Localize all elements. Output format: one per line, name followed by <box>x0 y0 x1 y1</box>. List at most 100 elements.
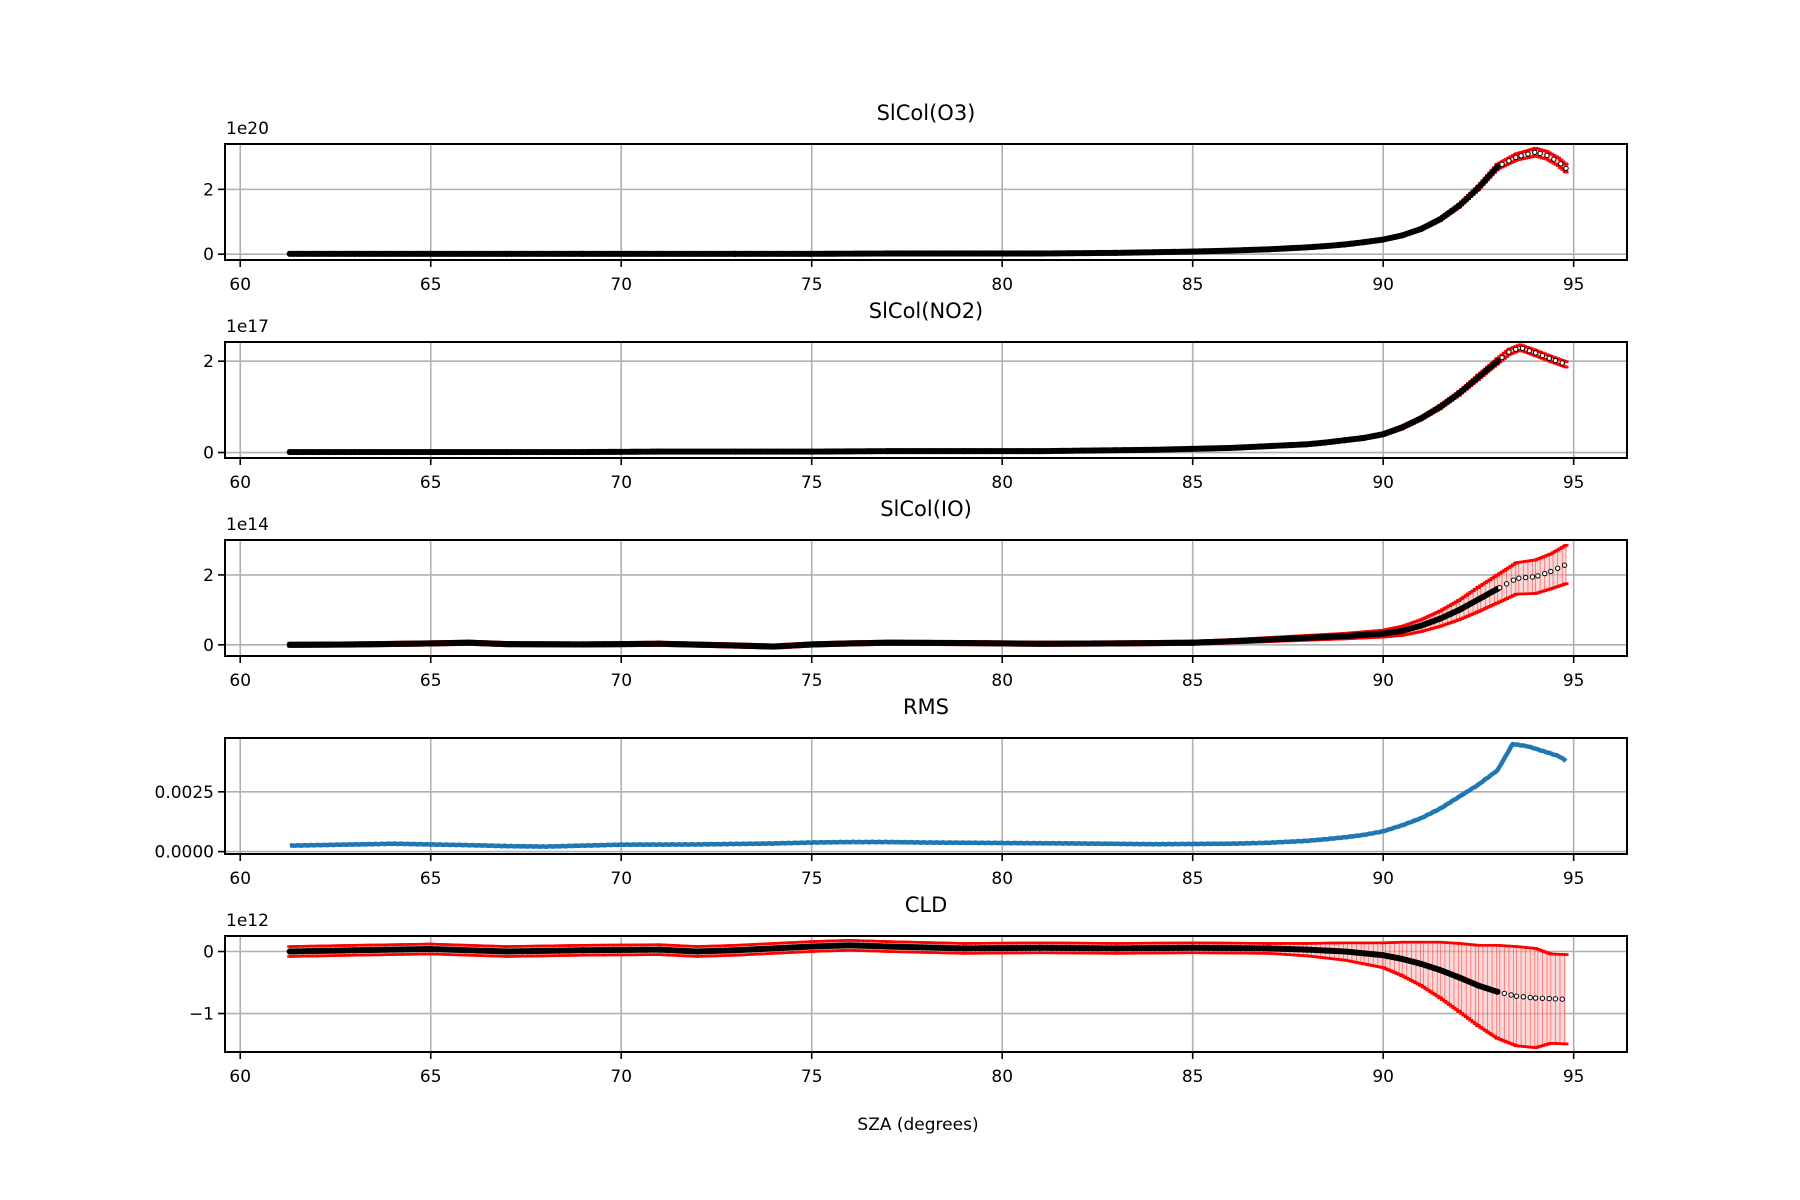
data-point <box>1563 165 1569 172</box>
subplot-2: SlCol(NO2) 1e17 60 65 70 75 80 85 90 95 0 2 <box>203 299 1628 493</box>
x-tick-label: 80 <box>991 1067 1013 1087</box>
data-point <box>1539 995 1546 1002</box>
x-tick-label: 60 <box>229 1067 251 1087</box>
axis-offset-label: 1e17 <box>226 317 269 337</box>
axis-offset-label: 1e12 <box>226 911 269 931</box>
data-point <box>1546 995 1552 1002</box>
data-points <box>286 345 1565 456</box>
data-point <box>1548 568 1554 575</box>
data-point <box>1506 349 1512 355</box>
x-tick-label: 60 <box>229 473 251 493</box>
x-tick-label: 90 <box>1372 869 1394 889</box>
x-tick-label: 95 <box>1563 869 1585 889</box>
y-tick-label: 2 <box>203 180 214 200</box>
data-point <box>1532 149 1538 155</box>
data-point <box>1508 992 1514 998</box>
x-tick-label: 60 <box>229 869 251 889</box>
data-point <box>1494 163 1501 170</box>
data-point <box>1552 357 1559 364</box>
subplot-title: RMS <box>903 695 949 719</box>
data-point <box>1519 345 1526 352</box>
data-point <box>1518 153 1524 159</box>
x-tick-label: 85 <box>1182 275 1204 295</box>
y-tick-label: 0 <box>203 245 214 265</box>
x-tick-label: 85 <box>1182 869 1204 889</box>
data-point <box>1559 996 1565 1002</box>
data-point <box>1506 158 1512 164</box>
subplot-3: SlCol(IO) 1e14 60 65 70 75 80 85 90 95 0 2 <box>203 497 1628 691</box>
data-point <box>1554 565 1561 572</box>
x-tick-label: 70 <box>610 275 632 295</box>
x-tick-label: 95 <box>1563 473 1585 493</box>
x-tick-label: 70 <box>610 1067 632 1087</box>
y-tick-label: 0 <box>203 943 214 963</box>
data-point <box>1494 988 1501 995</box>
x-axis-label: SZA (degrees) <box>857 1115 978 1135</box>
data-points <box>286 942 1565 1002</box>
subplot-1: SlCol(O3) 1e20 60 65 70 75 80 85 90 95 0 2 <box>203 101 1628 295</box>
x-tick-label: 95 <box>1563 1067 1585 1087</box>
x-tick-label: 90 <box>1372 1067 1394 1087</box>
x-tick-label: 65 <box>420 869 442 889</box>
data-point <box>1513 993 1520 999</box>
data-point <box>1499 161 1505 168</box>
x-tick-label: 70 <box>610 473 632 493</box>
data-point <box>1558 161 1564 167</box>
data-point <box>1542 570 1548 577</box>
axes-frame <box>224 539 1628 657</box>
x-tick-label: 85 <box>1182 1067 1204 1087</box>
x-tick-label: 95 <box>1563 275 1585 295</box>
data-points <box>286 562 1568 650</box>
data-point <box>1551 156 1557 162</box>
x-tick-label: 80 <box>991 869 1013 889</box>
data-point <box>1501 990 1508 997</box>
x-tick-label: 65 <box>420 1067 442 1087</box>
x-tick-label: 65 <box>420 473 442 493</box>
x-tick-label: 75 <box>801 275 823 295</box>
data-point <box>1559 360 1565 366</box>
data-point <box>1552 996 1559 1002</box>
axis-offset-label: 1e14 <box>226 515 269 535</box>
x-tick-label: 90 <box>1372 275 1394 295</box>
x-tick-label: 60 <box>229 671 251 691</box>
rms-line <box>289 741 1568 850</box>
y-tick-label: 0.0025 <box>155 783 214 803</box>
data-point <box>1516 575 1522 581</box>
subplot-title: SlCol(IO) <box>880 497 972 521</box>
axes-frame <box>224 935 1628 1053</box>
data-point <box>1537 150 1543 157</box>
y-tick-label: 2 <box>203 566 214 586</box>
axes-frame <box>224 341 1628 459</box>
x-tick-label: 75 <box>801 671 823 691</box>
y-tick-label: 0.0000 <box>155 843 214 863</box>
data-point <box>1527 994 1533 1001</box>
x-tick-label: 60 <box>229 275 251 295</box>
x-tick-label: 75 <box>801 869 823 889</box>
data-point <box>1535 573 1541 579</box>
x-tick-label: 80 <box>991 473 1013 493</box>
data-point <box>1544 152 1550 159</box>
y-tick-label: 2 <box>203 352 214 372</box>
axes-frame <box>224 737 1628 855</box>
data-point <box>1520 994 1527 1000</box>
subplot-4: RMS 60 65 70 75 80 85 90 95 0.0000 0.0025 <box>155 695 1628 889</box>
x-tick-label: 90 <box>1372 473 1394 493</box>
data-points <box>286 149 1569 257</box>
y-tick-label: −1 <box>189 1005 214 1025</box>
error-bars <box>287 939 1569 1049</box>
axes-frame <box>224 143 1628 261</box>
y-tick-label: 0 <box>203 444 214 464</box>
x-tick-label: 85 <box>1182 473 1204 493</box>
x-tick-label: 65 <box>420 275 442 295</box>
x-tick-label: 75 <box>801 473 823 493</box>
data-point <box>1539 352 1546 359</box>
x-tick-label: 85 <box>1182 671 1204 691</box>
x-tick-label: 80 <box>991 671 1013 691</box>
subplot-5: CLD 1e12 60 65 70 75 80 85 90 95 0 −1 <box>189 893 1628 1087</box>
x-tick-label: 75 <box>801 1067 823 1087</box>
subplot-title: SlCol(O3) <box>877 101 976 125</box>
data-point <box>1513 346 1519 353</box>
x-tick-label: 70 <box>610 869 632 889</box>
